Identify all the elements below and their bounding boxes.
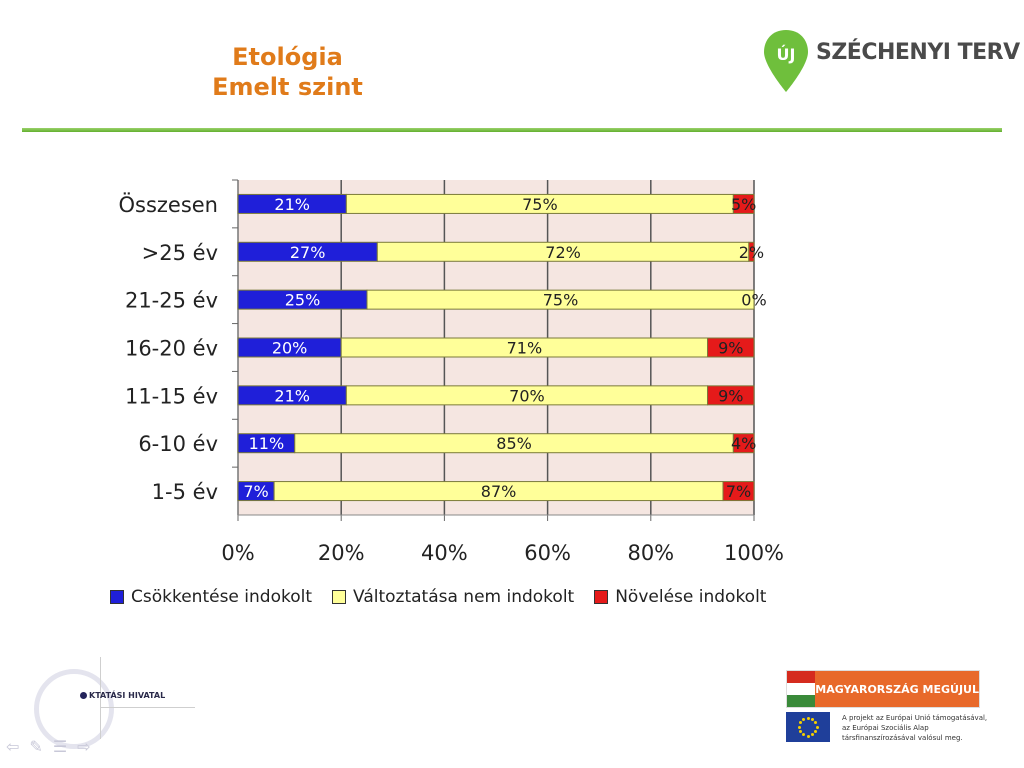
eu-star-icon xyxy=(815,725,819,729)
x-tick-label: 80% xyxy=(627,541,674,565)
oh-logo-text: KTATÁSI HIVATAL xyxy=(80,691,165,700)
eu-star-icon xyxy=(811,717,814,721)
data-label: 7% xyxy=(726,482,751,501)
nav-pen-icon[interactable]: ✎ xyxy=(29,737,43,756)
x-tick-label: 100% xyxy=(724,541,784,565)
data-label: 75% xyxy=(543,291,579,310)
data-label: 4% xyxy=(731,434,756,453)
data-label: 0% xyxy=(741,291,766,310)
eu-star-icon xyxy=(802,733,805,737)
eu-star-icon xyxy=(802,717,805,721)
mm-text: MAGYARORSZÁG MEGÚJUL xyxy=(815,671,979,707)
chart-legend: Csökkentése indokolt Változtatása nem in… xyxy=(110,586,786,608)
legend-label: Csökkentése indokolt xyxy=(131,587,313,607)
logo-text: SZÉCHENYI TERV xyxy=(816,40,1020,65)
data-label: 72% xyxy=(545,243,581,262)
category-label: >25 év xyxy=(142,241,218,265)
category-label: Összesen xyxy=(118,192,218,217)
bar-segment xyxy=(707,337,755,358)
bar-segment xyxy=(732,193,755,214)
oh-logo-label: KTATÁSI HIVATAL xyxy=(89,691,166,700)
data-label: 25% xyxy=(285,291,321,310)
legend-label: Növelése indokolt xyxy=(615,587,767,607)
category-label: 16-20 év xyxy=(125,337,218,361)
eu-note-line-1: A projekt az Európai Unió támogatásával, xyxy=(842,714,988,722)
logo-dot-icon xyxy=(80,692,87,699)
bar-segment xyxy=(748,241,755,262)
nav-back-icon[interactable]: ⇦ xyxy=(6,737,20,756)
eu-star-icon xyxy=(798,730,802,733)
eu-star-icon xyxy=(806,716,810,720)
logo-badge: ÚJ xyxy=(777,45,796,64)
legend-swatch-red xyxy=(594,590,609,604)
eu-note-line-2: az Európai Szociális Alap xyxy=(842,724,929,732)
data-label: 20% xyxy=(272,339,308,358)
title-line-2: Emelt szint xyxy=(212,73,363,101)
eu-star-icon xyxy=(814,721,818,724)
data-label: 21% xyxy=(274,195,310,214)
eu-flag-icon xyxy=(786,712,830,742)
header-divider xyxy=(22,128,1002,132)
magyarorszag-megujul-badge: MAGYARORSZÁG MEGÚJUL xyxy=(786,670,980,708)
logo-ring xyxy=(34,669,114,749)
data-label: 70% xyxy=(509,386,545,405)
bar-segment xyxy=(366,289,755,310)
bar-segment xyxy=(722,481,755,502)
map-pin-icon: ÚJ xyxy=(764,30,808,92)
legend-item-no-change: Változtatása nem indokolt xyxy=(332,587,574,607)
szechenyi-terv-logo: ÚJ SZÉCHENYI TERV xyxy=(760,26,1020,98)
oktatasi-hivatal-logo: KTATÁSI HIVATAL xyxy=(30,655,195,755)
bar-segment xyxy=(707,385,755,406)
legend-swatch-yellow xyxy=(332,590,347,604)
eu-star-icon xyxy=(814,730,818,733)
eu-star-icon xyxy=(798,721,802,724)
logo-divider-vertical xyxy=(100,657,101,739)
slide-title: Etológia Emelt szint xyxy=(160,42,415,102)
category-label: 11-15 év xyxy=(125,384,218,408)
category-label: 21-25 év xyxy=(125,289,218,313)
x-tick-label: 60% xyxy=(524,541,571,565)
hungarian-flag-icon xyxy=(787,671,816,707)
eu-note-line-3: társfinanszírozásával valósul meg. xyxy=(842,734,963,742)
data-label: 2% xyxy=(739,243,764,262)
bar-segment xyxy=(732,433,755,454)
legend-item-increase: Növelése indokolt xyxy=(594,587,766,607)
data-label: 75% xyxy=(522,195,558,214)
x-tick-label: 40% xyxy=(421,541,468,565)
data-label: 9% xyxy=(718,386,743,405)
data-label: 11% xyxy=(249,434,285,453)
data-label: 85% xyxy=(496,434,532,453)
legend-item-decrease: Csökkentése indokolt xyxy=(110,587,312,607)
title-line-1: Etológia xyxy=(232,43,343,71)
eu-star-icon xyxy=(806,734,810,738)
category-label: 1-5 év xyxy=(152,480,218,504)
data-label: 27% xyxy=(290,243,326,262)
eu-star-icon xyxy=(811,733,814,737)
data-label: 87% xyxy=(481,482,517,501)
x-tick-label: 20% xyxy=(318,541,365,565)
logo-divider-horizontal xyxy=(100,707,195,708)
nav-forward-icon[interactable]: ⇨ xyxy=(77,737,91,756)
data-label: 21% xyxy=(274,386,310,405)
data-label: 5% xyxy=(731,195,756,214)
data-label: 9% xyxy=(718,339,743,358)
data-label: 7% xyxy=(243,482,268,501)
nav-menu-icon[interactable]: ☰ xyxy=(52,737,68,756)
category-label: 6-10 év xyxy=(138,432,218,456)
x-tick-label: 0% xyxy=(221,541,254,565)
eu-star-icon xyxy=(797,725,801,729)
eu-funding-note: A projekt az Európai Unió támogatásával,… xyxy=(842,713,987,743)
legend-label: Változtatása nem indokolt xyxy=(353,587,575,607)
legend-swatch-blue xyxy=(110,590,124,604)
slide-nav: ⇦ ✎ ☰ ⇨ xyxy=(6,737,91,756)
data-label: 71% xyxy=(507,339,543,358)
